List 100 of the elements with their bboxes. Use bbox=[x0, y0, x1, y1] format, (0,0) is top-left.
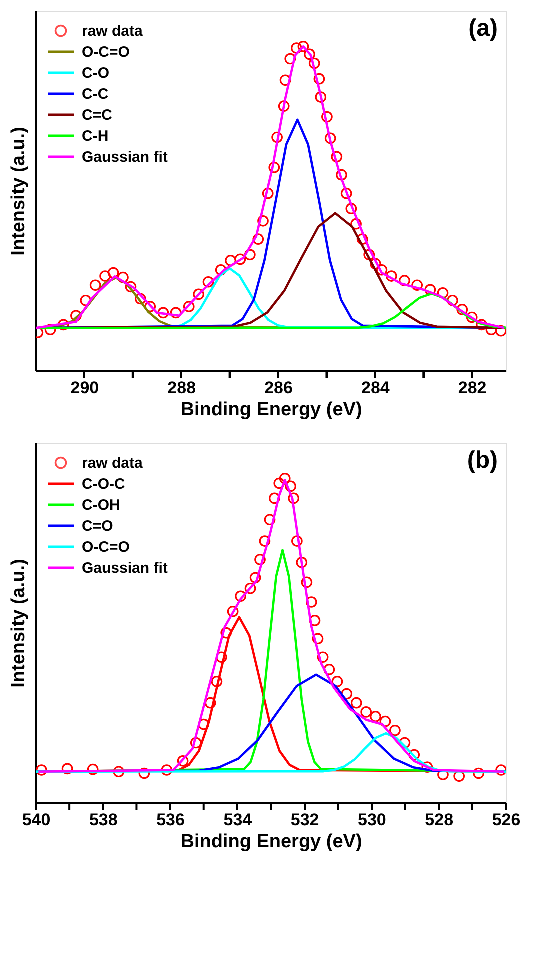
point bbox=[364, 249, 376, 261]
point bbox=[170, 307, 182, 319]
point bbox=[272, 132, 283, 144]
point bbox=[340, 188, 352, 200]
x-tick-label: 538 bbox=[89, 810, 118, 830]
point bbox=[473, 768, 484, 780]
point bbox=[466, 312, 478, 324]
x-tick-label: 540 bbox=[22, 810, 51, 830]
text: (b) bbox=[467, 447, 498, 474]
point bbox=[309, 615, 321, 626]
point bbox=[495, 325, 506, 337]
point bbox=[100, 270, 111, 282]
point bbox=[456, 304, 468, 316]
point bbox=[244, 249, 256, 261]
point bbox=[280, 74, 292, 86]
x-tick-label: 532 bbox=[290, 810, 320, 830]
point bbox=[113, 766, 125, 778]
point bbox=[87, 764, 99, 776]
legend-label: C-H bbox=[82, 128, 109, 145]
point bbox=[317, 652, 329, 664]
point bbox=[346, 203, 358, 214]
legend-label: C-OH bbox=[82, 497, 120, 514]
point bbox=[62, 763, 74, 775]
point bbox=[314, 73, 326, 85]
point bbox=[279, 473, 291, 484]
point bbox=[183, 301, 195, 312]
x-tick-label: 526 bbox=[492, 810, 521, 830]
legend-label: C-O bbox=[82, 65, 110, 82]
point bbox=[380, 716, 392, 728]
x-tick-label: 284 bbox=[361, 378, 390, 398]
point bbox=[324, 132, 336, 144]
point bbox=[306, 596, 318, 608]
legend-label: C-O-C bbox=[82, 476, 126, 493]
point bbox=[138, 768, 150, 780]
point bbox=[227, 606, 239, 618]
point bbox=[202, 276, 214, 288]
x-tick-label: 290 bbox=[70, 378, 100, 398]
y-axis-title: Intensity (a.u.) bbox=[8, 559, 30, 688]
point bbox=[250, 572, 262, 584]
point bbox=[144, 301, 156, 312]
point bbox=[134, 293, 146, 305]
point bbox=[438, 769, 449, 780]
legend-label: C=C bbox=[82, 107, 113, 124]
point bbox=[301, 576, 313, 588]
point bbox=[447, 294, 458, 306]
point bbox=[370, 258, 382, 270]
point bbox=[193, 288, 204, 300]
point bbox=[332, 676, 344, 688]
point bbox=[268, 162, 280, 174]
point bbox=[259, 536, 271, 547]
point bbox=[331, 151, 343, 163]
legend-label: Gaussian fit bbox=[82, 149, 168, 166]
x-tick-label: 530 bbox=[358, 810, 386, 830]
point bbox=[198, 718, 210, 730]
text: (a) bbox=[468, 15, 498, 42]
point bbox=[234, 254, 246, 266]
point bbox=[108, 267, 120, 279]
point bbox=[118, 272, 129, 284]
point bbox=[220, 627, 232, 639]
point bbox=[264, 514, 276, 526]
legend-label: C=O bbox=[82, 518, 114, 535]
point bbox=[312, 633, 324, 645]
point bbox=[298, 41, 310, 52]
point bbox=[322, 111, 333, 123]
x-tick-label: 528 bbox=[425, 810, 454, 830]
point bbox=[285, 480, 296, 492]
point bbox=[177, 756, 189, 767]
point bbox=[308, 58, 320, 70]
point bbox=[324, 664, 336, 676]
point bbox=[161, 764, 173, 776]
point bbox=[204, 697, 216, 709]
y-axis-title: Intensity (a.u.) bbox=[8, 127, 30, 256]
legend-label: O-C=O bbox=[82, 44, 130, 61]
legend-label: Gaussian fit bbox=[82, 560, 168, 577]
point bbox=[350, 218, 362, 230]
x-tick-label: 536 bbox=[156, 810, 185, 830]
point bbox=[274, 478, 286, 490]
point bbox=[304, 48, 316, 60]
point bbox=[386, 270, 398, 282]
point bbox=[296, 557, 308, 568]
point bbox=[356, 234, 368, 245]
x-axis-title: Binding Energy (eV) bbox=[180, 400, 362, 420]
x-tick-label: 282 bbox=[458, 378, 487, 398]
point bbox=[278, 100, 290, 112]
point bbox=[269, 492, 280, 504]
point bbox=[315, 92, 327, 103]
point bbox=[336, 169, 348, 181]
point bbox=[292, 536, 303, 547]
point bbox=[254, 554, 266, 566]
legend-label: O-C=O bbox=[82, 539, 130, 556]
legend-label: C-C bbox=[82, 86, 109, 103]
legend-label: raw data bbox=[82, 455, 144, 472]
point bbox=[412, 280, 424, 292]
point bbox=[408, 749, 420, 761]
point bbox=[437, 288, 449, 299]
point bbox=[235, 590, 246, 602]
point bbox=[252, 234, 264, 245]
point bbox=[424, 284, 436, 296]
legend-label: raw data bbox=[82, 23, 144, 40]
point bbox=[399, 275, 410, 286]
